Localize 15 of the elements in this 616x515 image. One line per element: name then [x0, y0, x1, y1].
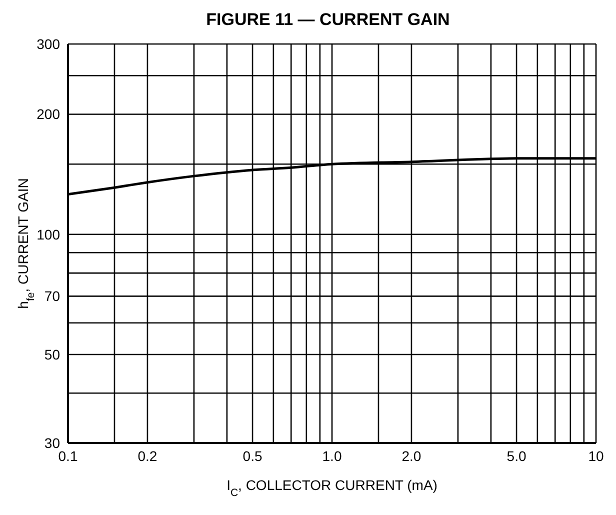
x-tick-label: 1.0: [322, 448, 342, 464]
x-tick-label: 5.0: [506, 448, 526, 464]
x-tick-label: 2.0: [402, 448, 422, 464]
x-tick-label: 0.1: [58, 448, 78, 464]
x-tick-label: 0.5: [242, 448, 262, 464]
y-tick-label: 70: [44, 288, 60, 304]
y-tick-label: 100: [36, 226, 60, 242]
x-axis-title: I$_{C}$, COLLECTOR CURRENT (mA): [226, 477, 438, 499]
x-tick-label: 10: [588, 448, 604, 464]
chart-title: FIGURE 11 — CURRENT GAIN: [205, 9, 451, 31]
y-tick-label: 300: [36, 36, 60, 52]
y-tick-label: 200: [36, 106, 60, 122]
x-tick-label: 0.2: [138, 448, 158, 464]
y-tick-label: 50: [44, 346, 60, 362]
y-tick-label: 30: [44, 434, 60, 451]
